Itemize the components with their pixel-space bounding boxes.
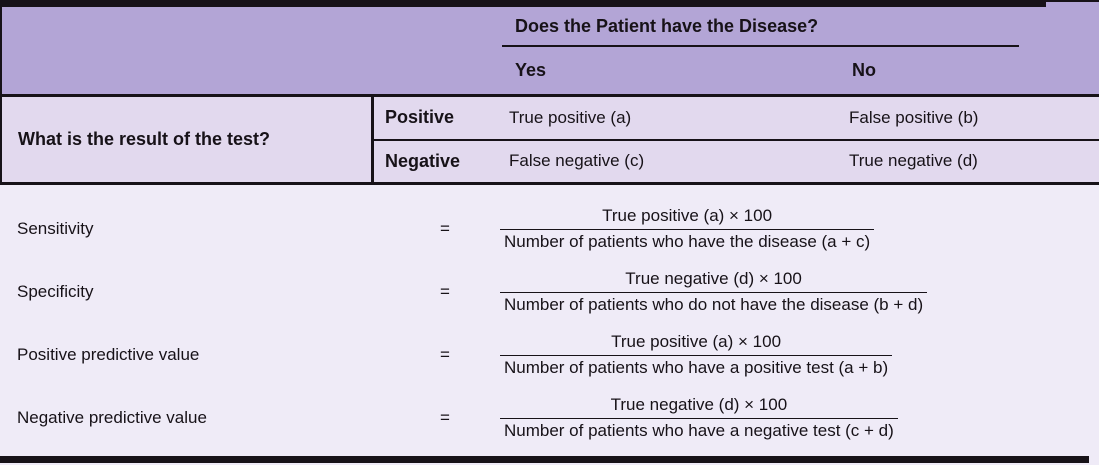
fraction-denominator: Number of patients who have the disease … (500, 229, 875, 252)
column-header-yes: Yes (515, 60, 547, 80)
fraction-sensitivity: True positive (a) × 100 Number of patien… (500, 206, 875, 252)
fraction-specificity: True negative (d) × 100 Number of patien… (500, 269, 928, 315)
top-black-bar (0, 0, 1046, 7)
formula-label: Specificity (17, 282, 94, 301)
row-label-negative: Negative (385, 150, 461, 171)
fraction-denominator: Number of patients who have a negative t… (500, 418, 898, 441)
fraction-numerator: True negative (d) × 100 (625, 269, 802, 288)
cell-true-negative: True negative (d) (849, 151, 978, 171)
row-label-positive: Positive (385, 107, 455, 128)
formula-row-positive-predictive-value: Positive predictive value = True positiv… (0, 332, 1099, 378)
formula-label: Positive predictive value (17, 345, 200, 364)
row-question: What is the result of the test? (2, 97, 374, 182)
table-row-positive: Positive True positive (a) False positiv… (374, 97, 1099, 141)
cell-true-positive: True positive (a) (509, 107, 632, 127)
fraction-numerator: True positive (a) × 100 (602, 206, 773, 225)
equals-sign: = (440, 408, 450, 427)
fraction-denominator: Number of patients who have a positive t… (500, 355, 893, 378)
column-header-no: No (852, 60, 876, 80)
formula-label: Sensitivity (17, 219, 94, 238)
formulas-section: Sensitivity = True positive (a) × 100 Nu… (0, 185, 1099, 464)
equals-sign: = (440, 345, 450, 364)
formula-row-negative-predictive-value: Negative predictive value = True negativ… (0, 395, 1099, 441)
formula-label: Negative predictive value (17, 408, 207, 427)
fraction-denominator: Number of patients who do not have the d… (500, 292, 928, 315)
fraction-positive-predictive-value: True positive (a) × 100 Number of patien… (500, 332, 893, 378)
yes-no-header-row: Yes No (502, 47, 1019, 84)
disease-header-band: Does the Patient have the Disease? Yes N… (0, 0, 1099, 97)
fraction-negative-predictive-value: True negative (d) × 100 Number of patien… (500, 395, 898, 441)
bottom-black-bar (0, 456, 1089, 463)
table-row-negative: Negative False negative (c) True negativ… (374, 141, 1099, 183)
fraction-numerator: True negative (d) × 100 (610, 395, 788, 414)
formula-row-specificity: Specificity = True negative (d) × 100 Nu… (0, 269, 1099, 315)
formula-row-sensitivity: Sensitivity = True positive (a) × 100 Nu… (0, 206, 1099, 252)
disease-header-block: Does the Patient have the Disease? Yes N… (502, 12, 1019, 84)
result-rows: Positive True positive (a) False positiv… (374, 97, 1099, 182)
equals-sign: = (440, 282, 450, 301)
test-result-rows-band: What is the result of the test? Positive… (0, 97, 1099, 185)
cell-false-negative: False negative (c) (509, 151, 645, 171)
fraction-numerator: True positive (a) × 100 (611, 332, 782, 351)
equals-sign: = (440, 219, 450, 238)
column-question: Does the Patient have the Disease? (502, 12, 1019, 47)
cell-false-positive: False positive (b) (849, 107, 979, 127)
